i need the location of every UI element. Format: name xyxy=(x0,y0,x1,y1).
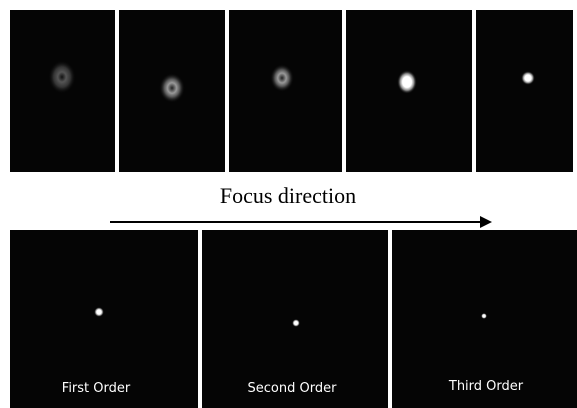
spot xyxy=(159,73,185,103)
panel-label: Third Order xyxy=(448,379,524,394)
spot xyxy=(270,64,294,92)
arrow xyxy=(110,216,492,228)
spot xyxy=(397,70,417,94)
top-row xyxy=(10,10,573,172)
caption: Focus direction xyxy=(220,183,356,208)
focus-frame xyxy=(476,10,573,172)
panel-label: Second Order xyxy=(248,381,338,396)
spot xyxy=(48,60,76,94)
spot xyxy=(481,313,487,319)
spot xyxy=(521,71,535,85)
figure: Focus direction First Order Second Order… xyxy=(0,0,577,408)
spot xyxy=(292,319,300,327)
spot xyxy=(94,307,104,317)
bottom-row: First Order Second Order Third Order xyxy=(10,230,577,408)
panel-label: First Order xyxy=(62,381,131,396)
